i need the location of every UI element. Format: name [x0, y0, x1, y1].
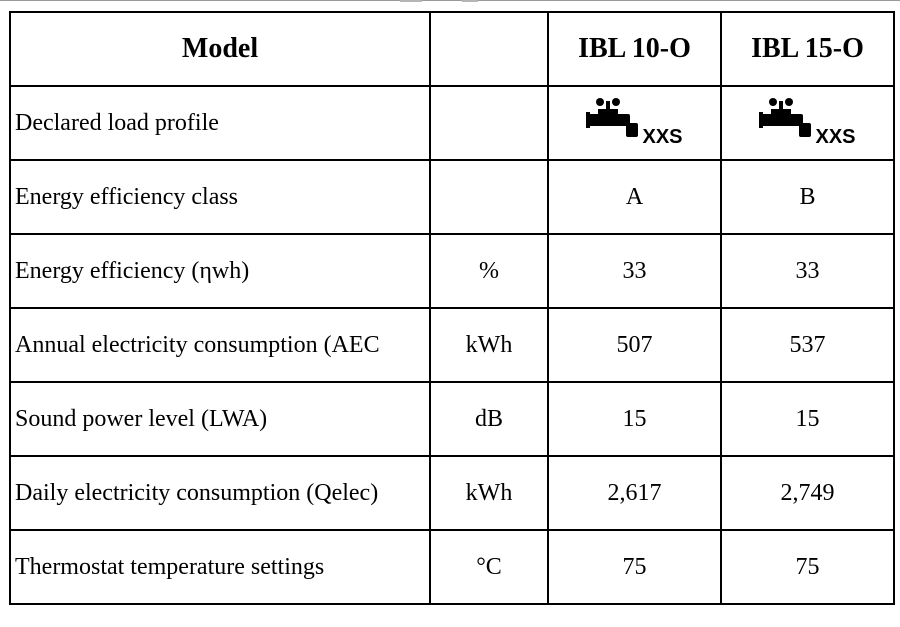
row-label: Declared load profile: [9, 85, 431, 161]
model-name-1: IBL 10-O: [547, 11, 722, 87]
row-unit: %: [429, 233, 549, 309]
row-label: Energy efficiency class: [9, 159, 431, 235]
row-value-2: 33: [720, 233, 895, 309]
row-label: Thermostat temperature settings: [9, 529, 431, 605]
row-value-1: 15: [547, 381, 722, 457]
row-label: Annual electricity consumption (AEC: [9, 307, 431, 383]
row-value-2: 75: [720, 529, 895, 605]
unit-header: [429, 11, 549, 87]
tap-icon: XXS: [586, 97, 683, 147]
load-profile-text: XXS: [642, 125, 683, 148]
table-row: Energy efficiency class A B: [9, 159, 895, 235]
model-header: Model: [9, 11, 431, 87]
table-row: Energy efficiency (ηwh) % 33 33: [9, 233, 895, 309]
row-value-1: 75: [547, 529, 722, 605]
row-unit: [429, 85, 549, 161]
row-value-1: 2,617: [547, 455, 722, 531]
row-value-1: 33: [547, 233, 722, 309]
table-row: Sound power level (LWA) dB 15 15: [9, 381, 895, 457]
table-row: Thermostat temperature settings °C 75 75: [9, 529, 895, 605]
row-unit: kWh: [429, 307, 549, 383]
top-border-line: [0, 0, 900, 1]
row-unit: kWh: [429, 455, 549, 531]
row-label: Daily electricity consumption (Qelec): [9, 455, 431, 531]
row-value-1: A: [547, 159, 722, 235]
row-label: Sound power level (LWA): [9, 381, 431, 457]
load-profile-cell-1: XXS: [547, 85, 722, 161]
row-value-2: 15: [720, 381, 895, 457]
row-value-2: B: [720, 159, 895, 235]
header-row: Model IBL 10-O IBL 15-O: [9, 11, 895, 87]
top-scroll-mark: [462, 0, 478, 2]
row-value-2: 2,749: [720, 455, 895, 531]
table-row: Annual electricity consumption (AEC kWh …: [9, 307, 895, 383]
load-profile-text: XXS: [815, 125, 856, 148]
row-label: Energy efficiency (ηwh): [9, 233, 431, 309]
row-unit: °C: [429, 529, 549, 605]
row-value-2: 537: [720, 307, 895, 383]
top-scroll-mark: [400, 0, 422, 2]
row-value-1: 507: [547, 307, 722, 383]
spec-table: Model IBL 10-O IBL 15-O Declared load pr…: [9, 11, 895, 605]
table-row: Daily electricity consumption (Qelec) kW…: [9, 455, 895, 531]
row-unit: [429, 159, 549, 235]
row-unit: dB: [429, 381, 549, 457]
tap-icon: XXS: [759, 97, 856, 147]
table-row: Declared load profile XXS: [9, 85, 895, 161]
model-name-2: IBL 15-O: [720, 11, 895, 87]
load-profile-cell-2: XXS: [720, 85, 895, 161]
